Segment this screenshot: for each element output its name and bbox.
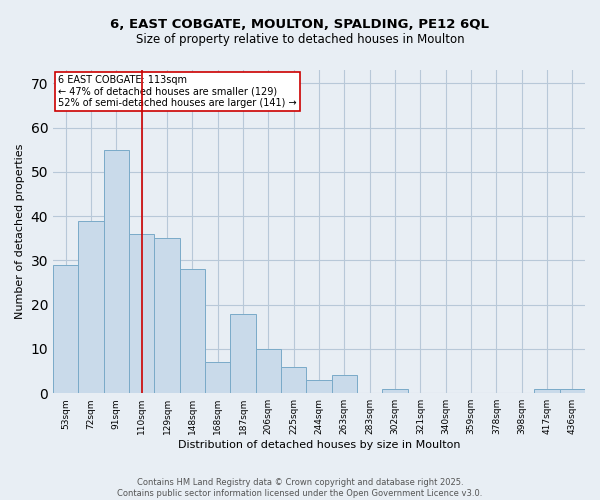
Bar (79, 220, 104, 393)
Bar (256, 349, 281, 393)
Bar (281, 366, 307, 393)
Bar (560, 389, 585, 393)
Bar (307, 380, 332, 393)
Bar (53, 265, 79, 393)
Y-axis label: Number of detached properties: Number of detached properties (15, 144, 25, 320)
Bar (129, 234, 154, 393)
X-axis label: Distribution of detached houses by size in Moulton: Distribution of detached houses by size … (178, 440, 460, 450)
Bar (154, 238, 179, 393)
Bar (230, 314, 256, 393)
Bar (382, 389, 407, 393)
Bar (205, 362, 230, 393)
Bar (179, 269, 205, 393)
Bar (332, 376, 357, 393)
Bar (104, 150, 129, 393)
Text: 6 EAST COBGATE: 113sqm
← 47% of detached houses are smaller (129)
52% of semi-de: 6 EAST COBGATE: 113sqm ← 47% of detached… (58, 75, 297, 108)
Text: 6, EAST COBGATE, MOULTON, SPALDING, PE12 6QL: 6, EAST COBGATE, MOULTON, SPALDING, PE12… (110, 18, 490, 30)
Bar (535, 389, 560, 393)
Text: Size of property relative to detached houses in Moulton: Size of property relative to detached ho… (136, 32, 464, 46)
Text: Contains HM Land Registry data © Crown copyright and database right 2025.
Contai: Contains HM Land Registry data © Crown c… (118, 478, 482, 498)
